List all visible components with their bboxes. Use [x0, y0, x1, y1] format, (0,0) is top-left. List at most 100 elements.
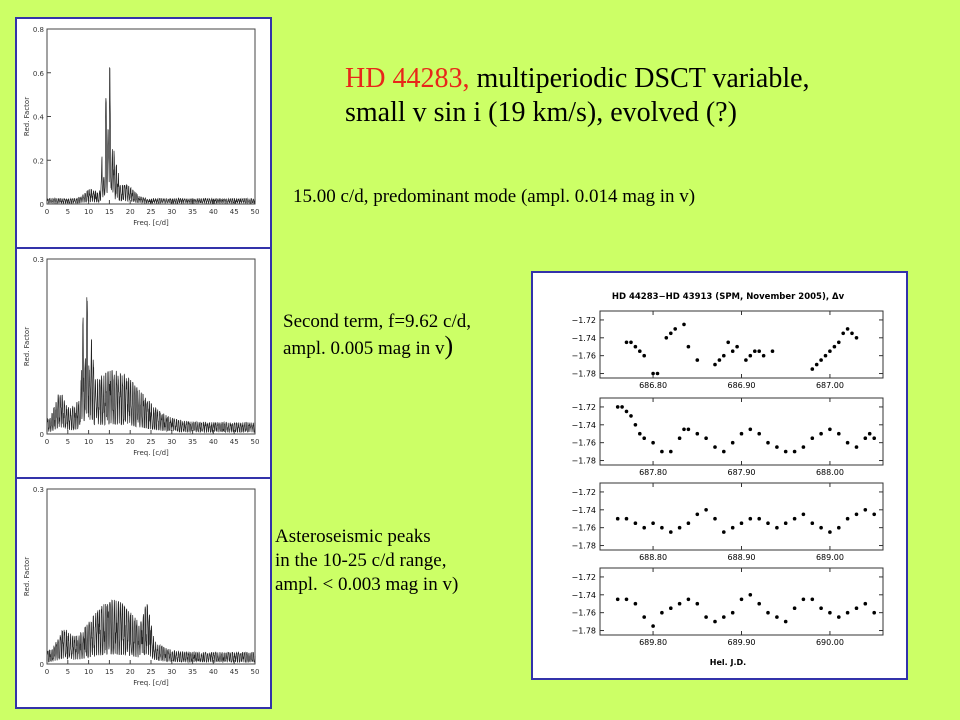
y-tick-label: 0.4	[33, 114, 45, 122]
x-tick-label: 20	[126, 208, 135, 216]
lightcurve-subplot-frame	[599, 482, 884, 551]
data-point	[753, 349, 757, 353]
data-point	[792, 606, 797, 610]
x-tick-label: 50	[251, 668, 260, 676]
data-point	[660, 610, 664, 615]
data-point	[810, 436, 815, 440]
y-tick-label: −1.78	[571, 542, 596, 551]
data-point	[863, 508, 868, 512]
data-point	[686, 344, 691, 349]
x-tick-label: 30	[167, 208, 176, 216]
data-point	[801, 445, 806, 449]
data-point	[677, 436, 682, 440]
data-point	[845, 516, 850, 521]
y-axis-label: Red. Factor	[23, 557, 31, 596]
data-point	[686, 427, 691, 432]
data-point	[651, 371, 655, 376]
y-tick-label: −1.76	[571, 439, 596, 448]
spectrum-line	[46, 67, 256, 205]
x-tick-label: 0	[45, 438, 49, 446]
y-axis-label: Red. Factor	[23, 327, 31, 366]
data-point	[819, 431, 823, 436]
x-tick-label: 35	[188, 668, 197, 676]
lightcurve-chart: HD 44283−HD 43913 (SPM, November 2005), …	[571, 292, 884, 667]
data-point	[713, 362, 717, 367]
data-point	[642, 353, 646, 358]
data-point	[828, 427, 832, 432]
data-point	[624, 516, 629, 521]
x-tick-label: 30	[167, 438, 176, 446]
data-point	[845, 327, 850, 331]
title-line2: small v sin i (19 km/s), evolved (?)	[345, 97, 737, 128]
y-tick-label: −1.78	[571, 627, 596, 636]
x-tick-label: 5	[66, 208, 70, 216]
x-axis-label: Freq. [c/d]	[133, 679, 169, 687]
data-point	[783, 449, 788, 454]
data-point	[660, 525, 664, 530]
x-tick-label: 687.90	[728, 468, 756, 477]
x-tick-label: 50	[251, 208, 260, 216]
data-point	[722, 615, 726, 619]
data-point	[722, 530, 726, 534]
data-point	[615, 597, 620, 602]
data-point	[704, 615, 708, 619]
periodogram-2: 0 0.3 0 5 10 15 20 25 30 35 40 45 50 Freq. [c/d] Red. …	[23, 256, 259, 457]
data-point	[633, 601, 638, 606]
data-point	[801, 512, 806, 517]
x-tick-label: 40	[209, 438, 218, 446]
x-axis-label: Freq. [c/d]	[133, 219, 169, 227]
data-point	[872, 436, 876, 440]
x-tick-label: 25	[147, 668, 156, 676]
x-tick-label: 5	[66, 438, 70, 446]
data-point	[863, 601, 868, 606]
data-point	[686, 521, 691, 525]
x-tick-label: 20	[126, 438, 135, 446]
data-point	[757, 516, 761, 521]
data-point	[642, 615, 646, 619]
data-point	[828, 610, 832, 615]
data-point	[744, 358, 748, 362]
x-tick-label: 687.80	[639, 468, 667, 477]
x-tick-label: 25	[147, 438, 156, 446]
data-point	[722, 353, 726, 358]
caption-asteroseismic-line1: Asteroseismic peaks	[275, 526, 431, 547]
data-point	[819, 606, 823, 610]
y-tick-label: 0	[40, 201, 44, 209]
data-point	[872, 610, 876, 615]
x-tick-label: 15	[105, 668, 114, 676]
data-point	[717, 358, 722, 362]
caption-second-term-paren: )	[444, 331, 454, 360]
slide-title: HD 44283, multiperiodic DSCT variable, s…	[345, 62, 810, 130]
data-point	[660, 449, 664, 454]
data-point	[757, 601, 761, 606]
data-point	[669, 331, 673, 336]
data-point	[651, 624, 655, 628]
x-tick-label: 688.00	[816, 468, 844, 477]
y-tick-label: −1.72	[571, 316, 596, 325]
data-point	[633, 423, 638, 427]
data-point	[638, 349, 642, 353]
data-point	[642, 436, 646, 440]
data-point	[669, 530, 673, 534]
data-point	[761, 353, 766, 358]
x-tick-label: 20	[126, 668, 135, 676]
data-point	[863, 436, 868, 440]
y-axis-label: Red. Factor	[23, 97, 31, 136]
x-tick-label: 687.00	[816, 381, 844, 390]
x-tick-label: 40	[209, 668, 218, 676]
data-point	[651, 440, 655, 445]
data-point	[775, 525, 779, 530]
data-point	[766, 610, 770, 615]
data-point	[695, 512, 700, 517]
data-point	[775, 615, 779, 619]
y-tick-label: −1.74	[571, 591, 596, 600]
data-point	[730, 610, 735, 615]
data-point	[682, 322, 686, 327]
x-tick-label: 10	[84, 668, 93, 676]
data-point	[837, 340, 841, 345]
data-point	[757, 349, 761, 353]
x-tick-label: 45	[230, 668, 239, 676]
y-tick-label: −1.72	[571, 403, 596, 412]
periodogram-panel-2: 0 0.3 0 5 10 15 20 25 30 35 40 45 50 Freq. [c/d] Red. …	[15, 247, 272, 479]
data-point	[633, 521, 638, 525]
